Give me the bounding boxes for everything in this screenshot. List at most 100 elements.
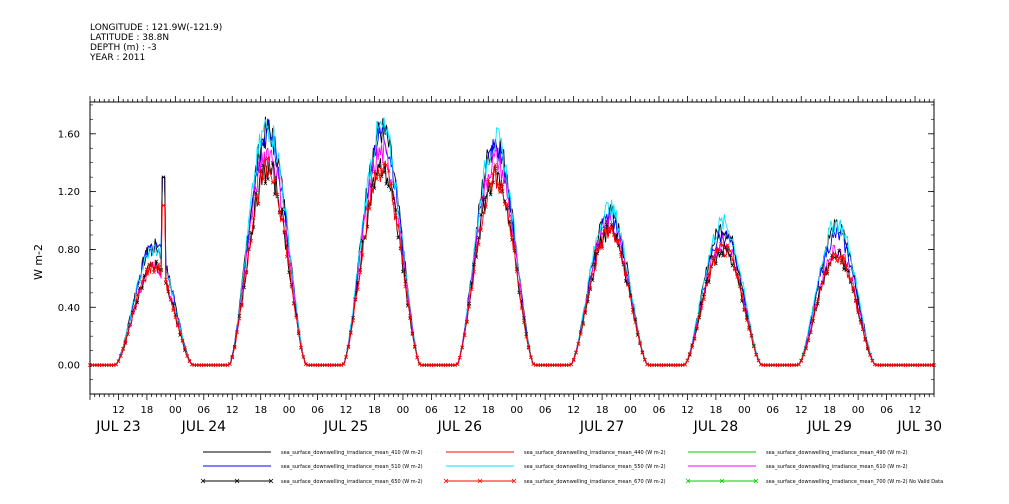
- legend-marker-s650: [268, 478, 274, 484]
- series-marker-s670: [799, 359, 804, 363]
- plot-area: 0.00 0.40 0.80 1.20 1.60 12 18 00 06 12 18 00 06 12 18…: [58, 96, 942, 435]
- series-marker-s650: [488, 192, 493, 197]
- series-marker-s670: [265, 156, 270, 161]
- x-tick-label: 12: [112, 405, 125, 416]
- series-marker-s670: [358, 270, 363, 275]
- x-tick-label: 18: [254, 405, 267, 416]
- x-tick-label: 18: [482, 405, 495, 416]
- legend-marker-s700: [719, 478, 725, 484]
- series-marker-s670: [275, 192, 280, 197]
- series-marker-s670: [273, 177, 277, 182]
- series-line-s410: [90, 116, 934, 366]
- x-tick-label: 18: [710, 405, 723, 416]
- series-marker-s670: [851, 285, 856, 290]
- series-marker-s670: [360, 253, 365, 257]
- series-marker-s670: [721, 243, 725, 248]
- series-marker-s670: [507, 222, 512, 227]
- series-marker-s670: [145, 267, 149, 272]
- series-marker-s670: [863, 338, 868, 343]
- series-marker-s670: [377, 172, 382, 177]
- series-marker-s670: [180, 338, 185, 343]
- series-marker-s670: [588, 285, 593, 290]
- series-marker-s670: [235, 330, 239, 335]
- series-marker-s670: [140, 279, 145, 284]
- series-marker-s650: [837, 248, 842, 253]
- series-marker-s670: [804, 346, 808, 351]
- series-marker-s670: [820, 281, 825, 285]
- header-year: YEAR : 2011: [89, 53, 145, 63]
- series-marker-s650: [604, 222, 609, 227]
- series-marker-s670: [147, 262, 152, 267]
- series-marker-s670: [706, 271, 711, 276]
- series-marker-s670: [571, 357, 576, 362]
- x-date-label: JUL 26: [437, 419, 483, 435]
- series-marker-s670: [932, 363, 936, 367]
- series-marker-s650: [265, 177, 270, 182]
- series-marker-s670: [583, 307, 588, 311]
- series-marker-s670: [868, 353, 872, 357]
- series-marker-s670: [284, 254, 289, 259]
- series-marker-s670: [486, 177, 491, 182]
- series-marker-s670: [728, 249, 732, 254]
- series-marker-s670: [372, 169, 377, 174]
- series-marker-s670: [616, 237, 621, 242]
- series-marker-s670: [751, 344, 756, 349]
- series-marker-s670: [389, 181, 393, 186]
- series-marker-s670: [569, 362, 574, 367]
- series-marker-s670: [137, 288, 142, 293]
- series-marker-s670: [749, 334, 754, 338]
- series-marker-s650: [702, 292, 706, 297]
- series-marker-s670: [642, 358, 647, 362]
- series-marker-s670: [697, 312, 702, 317]
- legend-label-s510: sea_surface_downwelling_irradiance_mean_…: [281, 464, 423, 470]
- series-marker-s670: [519, 306, 524, 310]
- series-marker-s670: [683, 362, 687, 367]
- series-marker-s670: [718, 242, 723, 246]
- series-marker-s670: [344, 355, 348, 359]
- series-marker-s650: [270, 161, 275, 165]
- series-marker-s670: [256, 201, 261, 206]
- x-date-label: JUL 24: [181, 419, 227, 435]
- series-marker-s650: [263, 181, 268, 186]
- series-marker-s670: [128, 322, 133, 327]
- series-marker-s670: [818, 287, 823, 291]
- x-tick-label: 06: [197, 405, 210, 416]
- series-marker-s670: [797, 362, 801, 367]
- series-marker-s670: [457, 355, 462, 360]
- series-marker-s670: [635, 330, 640, 335]
- series-marker-s670: [581, 322, 585, 327]
- series-marker-s670: [640, 351, 645, 355]
- series-marker-s670: [602, 226, 607, 231]
- series-marker-s670: [187, 359, 192, 364]
- series-marker-s670: [623, 271, 628, 276]
- header-longitude: LONGITUDE : 121.9W(-121.9): [90, 23, 222, 33]
- series-marker-s670: [709, 264, 713, 269]
- series-marker-s670: [522, 320, 526, 325]
- series-marker-s670: [455, 362, 460, 366]
- series-marker-s670: [621, 259, 626, 264]
- series-marker-s650: [846, 268, 851, 273]
- series-marker-s670: [135, 292, 140, 297]
- series-marker-s670: [244, 270, 249, 275]
- series-marker-s650: [161, 175, 166, 180]
- x-tick-label: 06: [766, 405, 779, 416]
- x-tick-label: 12: [567, 405, 580, 416]
- series-marker-s670: [348, 331, 353, 335]
- x-tick-label: 12: [795, 405, 808, 416]
- x-tick-label: 06: [539, 405, 552, 416]
- series-marker-s670: [578, 332, 583, 336]
- series-marker-s650: [522, 316, 526, 320]
- series-marker-s670: [735, 275, 740, 279]
- series-marker-s670: [858, 320, 863, 325]
- series-marker-s670: [514, 269, 519, 273]
- series-marker-s670: [175, 323, 180, 328]
- series-marker-s670: [299, 345, 303, 350]
- series-marker-s670: [733, 267, 737, 272]
- series-marker-s670: [268, 171, 273, 175]
- series-marker-s670: [228, 362, 232, 366]
- series-marker-s670: [500, 182, 505, 187]
- series-marker-s670: [410, 332, 415, 337]
- series-marker-s670: [856, 308, 860, 312]
- series-marker-s670: [142, 278, 147, 283]
- series-marker-s670: [609, 225, 614, 229]
